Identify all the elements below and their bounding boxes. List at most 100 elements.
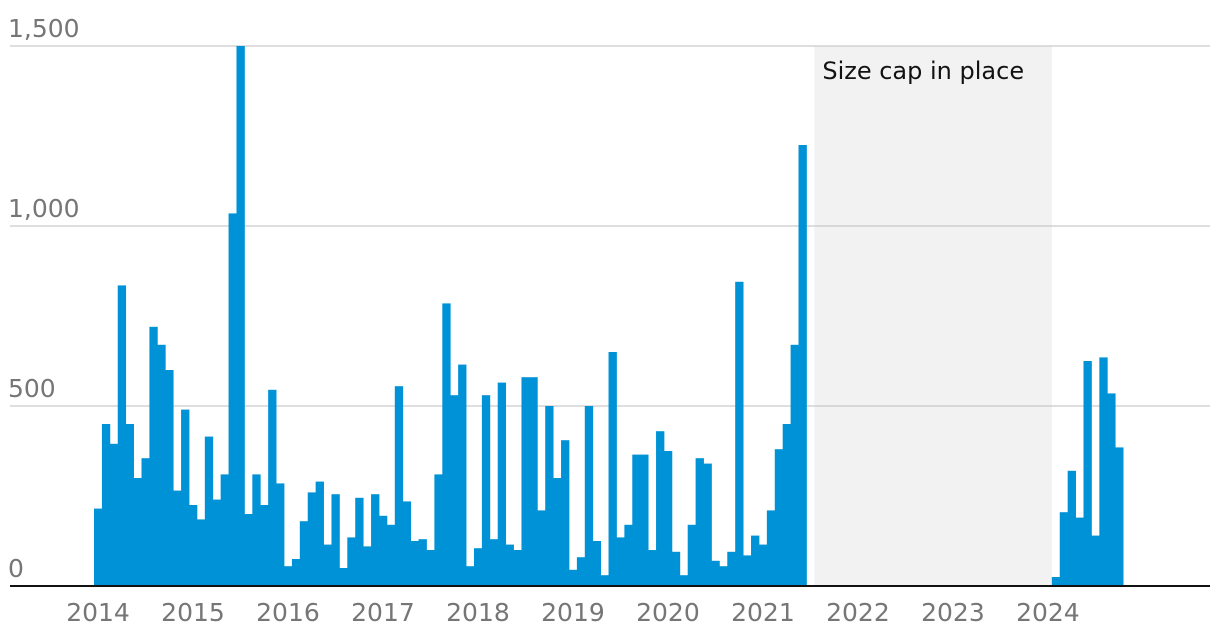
bar [378,515,388,586]
bar [1083,361,1092,586]
bar [473,548,483,586]
bar [133,478,142,586]
bar [339,568,348,586]
bar [1075,517,1084,586]
bar [798,145,807,586]
bar [663,451,673,586]
bar [109,443,119,586]
x-tick-label: 2021 [731,598,795,627]
bar [584,406,594,586]
bar [355,497,364,586]
bar [671,551,681,586]
bar [181,409,190,586]
size-cap-region [814,46,1052,586]
bar [481,395,491,586]
bar [188,505,198,586]
bar [727,551,736,586]
bar [489,539,499,586]
bar [125,424,134,586]
x-axis-ticks: 2014 2015 2016 2017 2018 2019 2020 2021 2022 2023… [66,598,1080,627]
bar [149,326,158,586]
bar [513,550,522,586]
bar-series [94,46,1124,586]
bar [307,492,317,586]
bar [315,481,324,586]
bar [719,566,728,586]
bar [331,494,340,586]
bar [276,483,285,586]
y-tick-label: 0 [8,554,24,583]
bar [1099,357,1108,586]
bar [600,575,609,586]
bar [220,474,229,586]
bar [466,566,475,586]
bar [260,505,269,586]
bar [394,386,404,586]
bar [656,431,665,586]
bar [1067,470,1076,586]
bar [386,524,396,586]
bar [347,537,356,586]
x-tick-label: 2022 [826,598,890,627]
bar [616,537,625,586]
bar [497,382,507,586]
bar [268,389,277,586]
bar [434,474,443,586]
bar [1107,393,1116,586]
bar [561,440,570,586]
bar [173,490,182,586]
bar [299,521,309,586]
bar [751,535,760,586]
bar [252,474,261,586]
bar [117,285,127,586]
bar [371,494,380,586]
bar [624,524,633,586]
bar [244,514,253,586]
bar [568,569,578,586]
bar [418,539,427,586]
bar [521,377,530,586]
bar [758,544,768,586]
bar [450,395,459,586]
bar [323,544,332,586]
x-tick-label: 2018 [446,598,510,627]
bar [553,478,562,586]
x-tick-label: 2024 [1016,598,1080,627]
bar [291,559,301,586]
y-tick-label: 500 [8,374,56,403]
bar [363,546,372,586]
bar [402,501,412,586]
bar [94,508,103,586]
x-tick-label: 2014 [66,598,130,627]
bar [101,424,111,586]
bar [426,550,435,586]
bar [442,303,451,586]
y-tick-label: 1,000 [8,194,80,223]
x-tick-label: 2017 [351,598,415,627]
bar [648,550,657,586]
bar [1051,577,1061,586]
bar [766,510,776,586]
x-tick-label: 2020 [636,598,700,627]
x-tick-label: 2016 [256,598,320,627]
bar [592,541,602,586]
bar [410,541,419,586]
bar [608,352,617,586]
bar [1059,512,1069,586]
bar [711,560,720,586]
bar [743,555,752,586]
bar [537,510,546,586]
bar [212,499,222,586]
bar [157,344,166,586]
bar [640,454,649,586]
bar [1091,535,1100,586]
bar [196,519,206,586]
bar [774,449,784,586]
bar [679,575,689,586]
bar [529,377,538,586]
size-cap-annotation: Size cap in place [822,57,1024,85]
bar [576,557,586,586]
size-cap-shaded-region [814,46,1052,586]
bar [695,458,704,586]
